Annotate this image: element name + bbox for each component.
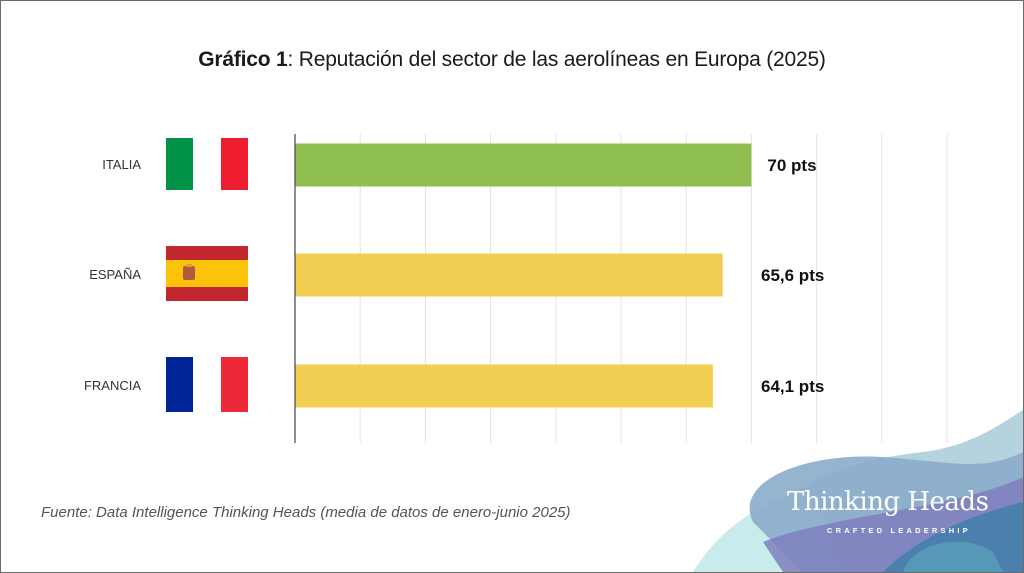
chart-title-bold: Gráfico 1: [198, 48, 288, 71]
chart-title-rest: : Reputación del sector de las aerolínea…: [287, 48, 826, 71]
france-flag: [166, 357, 248, 412]
logo-tagline: CRAFTED LEADERSHIP: [827, 526, 971, 535]
crown: [186, 264, 192, 267]
italy-flag: [166, 138, 248, 190]
category-label: ESPAÑA: [89, 267, 141, 282]
flag-stripe-white: [193, 357, 221, 412]
source-note: Fuente: Data Intelligence Thinking Heads…: [41, 504, 571, 521]
bar-italia: [295, 143, 752, 187]
value-label: 64,1 pts: [761, 377, 824, 396]
flag-stripe-red: [221, 357, 248, 412]
flag-stripe-blue: [166, 357, 193, 412]
value-label: 70 pts: [767, 156, 816, 175]
bar-francia: [295, 364, 713, 408]
coat-of-arms: [183, 266, 195, 280]
bar-españa: [295, 253, 723, 297]
category-label: FRANCIA: [84, 378, 141, 393]
logo-background: [693, 410, 1023, 572]
wave-cyan: [903, 541, 1003, 572]
flag-stripe-green: [166, 138, 193, 190]
chart-title: Gráfico 1: Reputación del sector de las …: [1, 48, 1023, 72]
spain-flag: [166, 246, 248, 301]
flag-stripe-white: [193, 138, 221, 190]
flag-stripe-yellow: [166, 260, 248, 287]
value-label: 65,6 pts: [761, 266, 824, 285]
flag-stripe-red: [221, 138, 248, 190]
logo-name: Thinking Heads: [787, 487, 989, 517]
category-label: ITALIA: [102, 157, 141, 172]
